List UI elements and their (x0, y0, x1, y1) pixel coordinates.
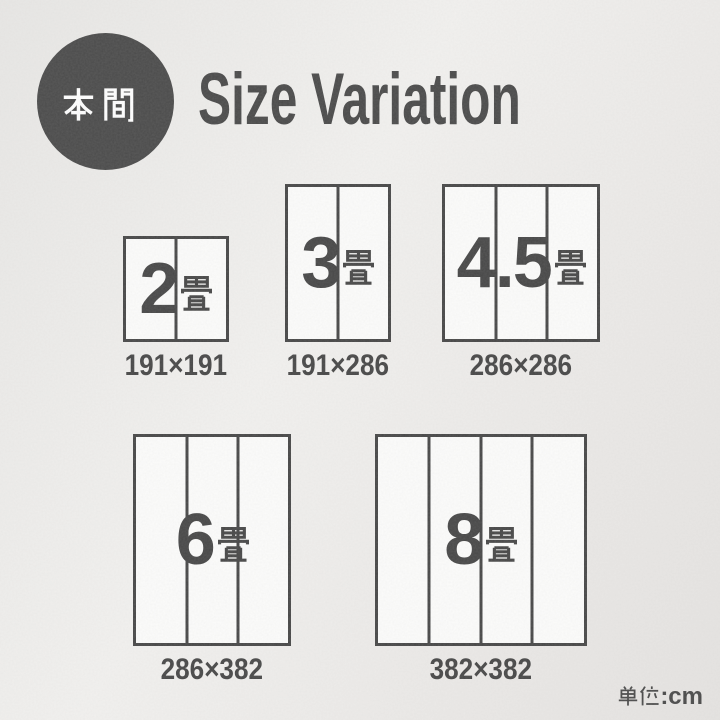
rug-outline: 8 (375, 434, 587, 646)
size-card-3jo: 3 191×286 (279, 184, 397, 382)
size-card-2jo: 2 191×191 (117, 236, 235, 382)
size-card-6jo: 6 286×382 (133, 434, 292, 686)
tatami-type-badge (37, 33, 174, 170)
tatami-unit-glyph (555, 249, 586, 287)
size-label: 2 (139, 253, 212, 325)
tatami-unit-glyph (181, 275, 212, 313)
page-title: Size Variation (198, 59, 521, 140)
fold-line (530, 437, 534, 643)
honma-kanji (61, 86, 133, 122)
rug-outline: 4.5 (442, 184, 601, 343)
rug-outline: 2 (122, 236, 229, 342)
tatami-unit-glyph (343, 249, 374, 287)
size-label: 8 (444, 504, 517, 576)
size-card-4-5jo: 4.5 286×286 (442, 184, 601, 383)
rug-outline: 3 (284, 184, 391, 343)
dimensions-label: 191×191 (124, 348, 227, 382)
tatami-count: 2 (139, 248, 179, 329)
size-label: 4.5 (457, 227, 586, 299)
tatami-unit-glyph (486, 526, 517, 564)
tanni-kanji (618, 686, 638, 706)
dimensions-label: 382×382 (429, 652, 532, 686)
tatami-unit-glyph (218, 526, 249, 564)
i-kanji (639, 686, 659, 706)
tatami-count: 8 (444, 499, 484, 580)
dimensions-label: 286×382 (161, 652, 264, 686)
size-label: 6 (176, 504, 249, 576)
fold-line (427, 437, 431, 643)
tatami-count: 3 (301, 223, 341, 304)
size-card-8jo: 8 382×382 (375, 434, 587, 686)
size-label: 3 (301, 227, 374, 299)
unit-note: :cm (618, 683, 703, 710)
dimensions-label: 191×286 (286, 349, 389, 383)
tatami-count: 6 (175, 499, 216, 580)
rug-outline: 6 (133, 434, 292, 646)
dimensions-label: 286×286 (470, 349, 573, 383)
tatami-count: 4.5 (456, 223, 553, 304)
unit-suffix: :cm (660, 683, 703, 710)
